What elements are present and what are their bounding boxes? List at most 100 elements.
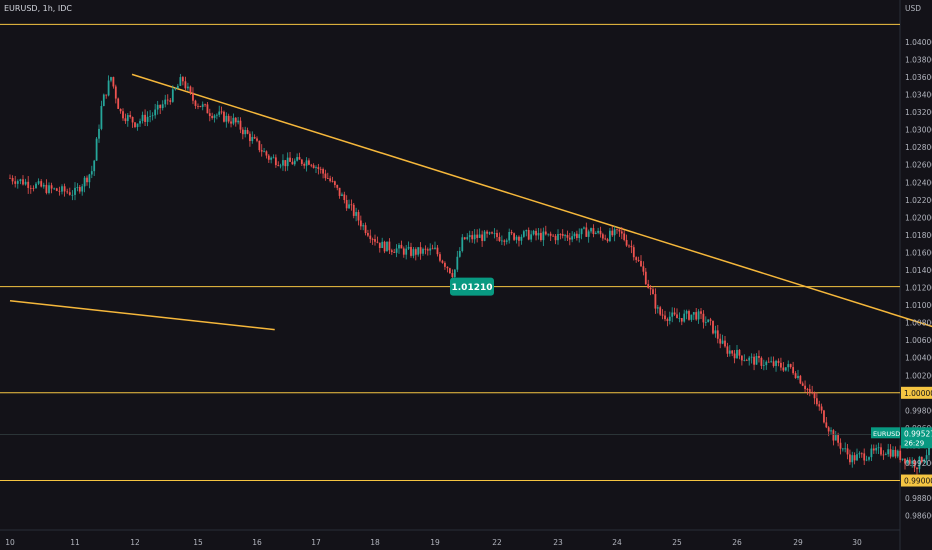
candle-body-163 — [405, 248, 408, 255]
candle-body-192 — [476, 234, 479, 238]
candle-body-64 — [169, 100, 172, 102]
candle-body-281 — [690, 314, 693, 320]
candle-body-255 — [628, 245, 630, 247]
candle-body-60 — [159, 104, 162, 109]
candle-body-331 — [811, 391, 814, 393]
candle-body-50 — [134, 122, 136, 128]
candle-body-38 — [105, 94, 108, 96]
candle-body-128 — [322, 169, 324, 174]
x-tick-12: 26 — [732, 538, 742, 547]
candle-body-92 — [237, 120, 240, 123]
x-tick-3: 15 — [193, 538, 203, 547]
candle-body-279 — [685, 311, 688, 314]
candle-body-87 — [225, 115, 228, 122]
candle-body-321 — [787, 364, 790, 368]
candle-body-223 — [552, 235, 555, 237]
y-tick-12: 1.01600 — [905, 248, 932, 257]
candle-body-297 — [728, 350, 731, 354]
candle-body-156 — [388, 241, 391, 251]
candle-body-347 — [849, 454, 851, 463]
candle-body-292 — [716, 330, 719, 339]
candle-body-379 — [925, 455, 928, 460]
candle-body-181 — [448, 268, 451, 274]
y-tick-13: 1.01400 — [905, 266, 932, 275]
candle-body-238 — [587, 231, 590, 237]
trendlines[interactable] — [9, 73, 932, 370]
candle-body-199 — [493, 233, 496, 234]
candle-body-226 — [559, 234, 562, 235]
y-tick-7: 1.02600 — [905, 161, 932, 170]
candles — [9, 73, 932, 475]
y-tick-6: 1.02800 — [905, 143, 932, 152]
candle-body-121 — [305, 160, 308, 166]
candle-body-220 — [544, 231, 547, 235]
candle-body-307 — [753, 356, 755, 365]
candle-body-15 — [48, 185, 50, 193]
candle-body-74 — [194, 100, 197, 106]
y-tick-9: 1.02200 — [905, 196, 932, 205]
candle-body-77 — [201, 104, 204, 107]
candle-body-165 — [410, 246, 412, 256]
y-tick-16: 1.00800 — [905, 319, 932, 328]
candle-body-157 — [390, 250, 393, 252]
candle-body-42 — [114, 86, 117, 99]
candle-body-178 — [441, 260, 444, 263]
candle-body-256 — [630, 245, 633, 248]
candle-body-338 — [827, 427, 830, 432]
candle-body-70 — [184, 81, 187, 89]
candle-body-330 — [808, 389, 811, 392]
candle-body-24 — [71, 194, 74, 196]
candle-body-208 — [515, 236, 518, 240]
candle-body-253 — [623, 233, 626, 240]
candle-body-209 — [518, 236, 520, 241]
candle-body-186 — [461, 237, 464, 251]
candle-body-295 — [724, 340, 726, 347]
candle-body-53 — [141, 114, 144, 121]
candle-body-19 — [58, 190, 61, 192]
candle-body-187 — [463, 237, 466, 240]
candle-body-248 — [611, 230, 614, 236]
level-label-3: 0.99000 — [904, 477, 932, 486]
y-tick-8: 1.02400 — [905, 178, 932, 187]
candle-body-44 — [119, 108, 122, 112]
candle-body-349 — [853, 455, 856, 461]
candle-body-239 — [590, 228, 592, 232]
candle-body-275 — [676, 314, 678, 319]
price-tag-label: 1.01210 — [452, 283, 493, 293]
candle-body-282 — [692, 312, 695, 315]
candle-body-172 — [426, 249, 429, 251]
candle-body-201 — [498, 236, 501, 241]
y-tick-17: 1.00600 — [905, 336, 932, 345]
candle-body-341 — [834, 435, 837, 441]
candle-body-51 — [136, 123, 139, 128]
y-tick-10: 1.02000 — [905, 213, 932, 222]
candle-body-138 — [345, 200, 348, 209]
time-axis[interactable]: 10 11 12 15 16 17 18 19 22 23 24 25 26 29 30 — [5, 538, 862, 547]
candle-body-177 — [439, 254, 441, 261]
candle-body-137 — [343, 194, 346, 201]
candle-body-251 — [618, 229, 621, 232]
candle-body-125 — [315, 167, 317, 168]
candle-body-114 — [289, 157, 291, 162]
candle-body-133 — [333, 181, 336, 185]
candle-body-119 — [300, 159, 303, 164]
candle-body-367 — [896, 450, 899, 457]
candle-body-167 — [414, 249, 417, 255]
candle-body-273 — [671, 312, 674, 317]
last-price-bg — [901, 427, 932, 449]
candle-body-100 — [256, 138, 258, 141]
candle-body-353 — [863, 453, 866, 461]
candle-body-336 — [823, 410, 825, 423]
y-tick-14: 1.01200 — [905, 284, 932, 293]
candle-body-29 — [83, 177, 86, 187]
candle-body-195 — [483, 231, 486, 241]
candle-body-334 — [818, 404, 821, 407]
candle-body-380 — [928, 444, 930, 456]
candle-body-298 — [731, 350, 734, 354]
candle-body-164 — [407, 246, 410, 249]
candle-body-206 — [510, 232, 513, 234]
